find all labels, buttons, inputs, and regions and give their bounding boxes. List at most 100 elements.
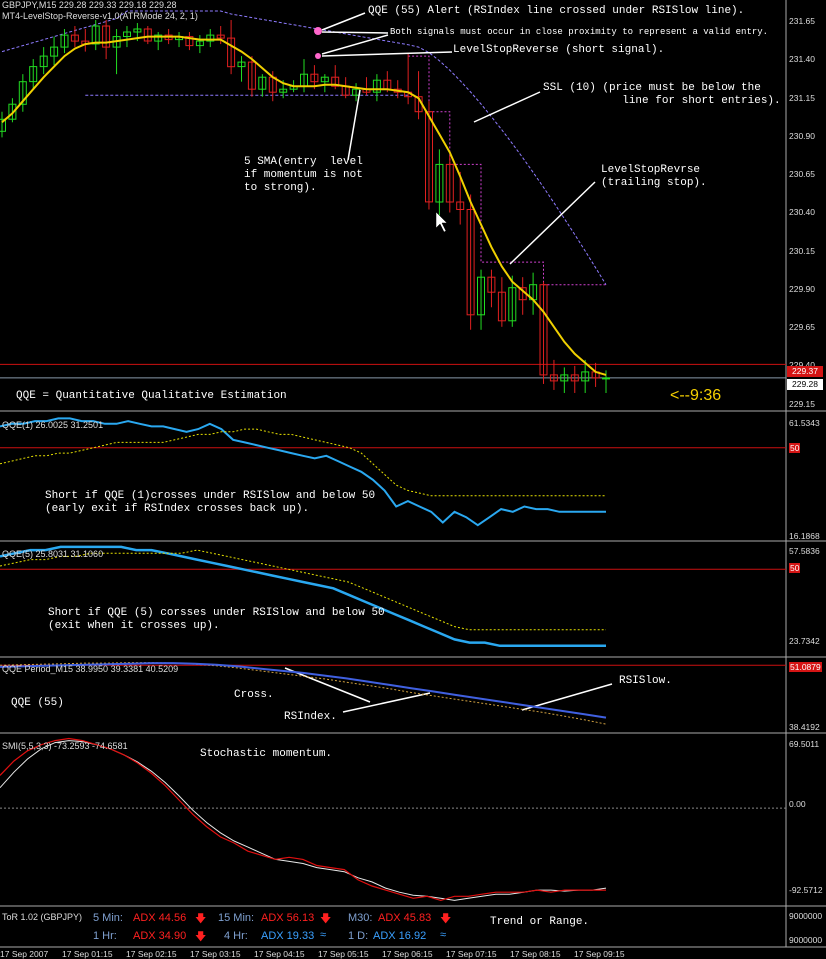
candle-body <box>216 34 225 39</box>
smi-signal-line <box>0 737 606 902</box>
ssl-line <box>1 10 607 285</box>
rsindex-note: RSIndex. <box>284 711 337 723</box>
trend-note: Trend or Range. <box>490 916 590 928</box>
qqe1-rsindex-line <box>0 417 606 527</box>
candle-body <box>425 111 433 203</box>
candle-body <box>29 66 38 83</box>
adx-1hr-tf: 1 Hr: <box>93 930 117 942</box>
qqe5-axis-mid: 50 <box>789 563 801 573</box>
price-tick: 229.65 <box>789 322 815 332</box>
qqe-alert-note: QQE (55) Alert (RSIndex line crossed und… <box>368 5 745 17</box>
qqe-alert-dot <box>314 27 322 35</box>
adx-4hr-value: ADX 19.33 <box>261 930 315 942</box>
annotation-pointer <box>347 89 361 161</box>
current-price-tag: 229.28 <box>787 379 823 390</box>
price-tick: 231.65 <box>789 16 815 26</box>
adx-15min-tf: 15 Min: <box>218 912 255 924</box>
qqe5-rsindex-line <box>0 545 606 648</box>
down-arrow-icon: 🡇 <box>440 913 452 925</box>
candle-body <box>8 103 17 120</box>
candle-body <box>372 79 381 93</box>
smi-title: SMI(5,5,3,3) -73.2593 -74.6581 <box>2 741 128 751</box>
candle-body <box>466 209 475 316</box>
candle-body <box>497 291 506 322</box>
levelstop-line <box>408 55 606 286</box>
smi-axis-mid: 0.00 <box>789 799 806 809</box>
candle-body <box>247 61 256 90</box>
levelstop-signal-dot <box>315 53 321 59</box>
annotation-pointer <box>321 51 453 57</box>
adx-15min-value: ADX 56.13 <box>261 912 315 924</box>
qqe1-rsislow-line <box>0 428 606 497</box>
cross-note: Cross. <box>234 689 274 701</box>
annotation-pointer <box>473 91 541 123</box>
qqe55-rsindex-line <box>0 662 607 719</box>
candle-body <box>133 28 142 33</box>
adx-1d-value: ADX 16.92 <box>373 930 427 942</box>
sma5-line <box>1 35 607 376</box>
candle-body <box>206 34 215 42</box>
candle-body <box>570 374 579 382</box>
smi-axis-bottom: -92.5712 <box>789 885 823 895</box>
qqe5-note: Short if QQE (5) corsses under RSISlow a… <box>48 607 385 632</box>
candle-body <box>91 25 100 45</box>
candle-body <box>445 163 454 203</box>
levelstop-short-note: LevelStopReverse (short signal). <box>453 44 665 56</box>
adx-1hr-value: ADX 34.90 <box>133 930 187 942</box>
qqe1-axis-bottom: 16.1868 <box>789 531 820 541</box>
candle-body <box>185 36 194 47</box>
candle-body <box>102 25 111 48</box>
price-tick: 231.40 <box>789 54 815 64</box>
qqe55-axis-top: 51.0879 <box>789 662 822 672</box>
candle-body <box>143 28 152 42</box>
tor-axis-top: 9000000 <box>789 911 823 921</box>
price-tick: 229.15 <box>789 399 815 409</box>
candle-body <box>154 34 163 42</box>
price-tick: 229.90 <box>789 284 815 294</box>
x-tick: 17 Sep 07:15 <box>446 949 497 959</box>
down-arrow-icon: 🡇 <box>195 913 207 925</box>
x-tick: 17 Sep 09:15 <box>574 949 625 959</box>
price-tick: 229.40 <box>789 360 815 370</box>
candle-body <box>237 61 246 68</box>
annotation-pointer <box>321 12 366 31</box>
symbol-header: GBPJPY,M15 229.28 229.33 229.18 229.28 <box>2 0 177 10</box>
red-price-tag: 229.37 <box>787 366 823 377</box>
down-arrow-icon: 🡇 <box>320 913 332 925</box>
qqe55-title: QQE Period_M15 38.9950 39.3381 40.5209 <box>2 664 179 674</box>
candle-body <box>0 118 6 132</box>
candle-body <box>195 40 204 47</box>
bar-clock: <--9:36 <box>670 387 722 404</box>
down-arrow-icon: 🡇 <box>195 931 207 943</box>
price-tick: 230.40 <box>789 207 815 217</box>
adx-5min-value: ADX 44.56 <box>133 912 187 924</box>
candle-body <box>456 201 465 210</box>
cursor-arrow-icon <box>435 211 448 233</box>
candle-body <box>487 276 496 293</box>
candle-body <box>560 374 569 382</box>
price-tick: 230.15 <box>789 246 815 256</box>
rsislow-note: RSISlow. <box>619 675 672 687</box>
both-signals-note: Both signals must occur in close proximi… <box>390 27 769 37</box>
x-tick: 17 Sep 08:15 <box>510 949 561 959</box>
smi-axis-top: 69.5011 <box>789 739 820 749</box>
candle-body <box>320 76 329 83</box>
candle-body <box>50 46 59 57</box>
qqe1-title: QQE(1) 26.0025 31.2501 <box>2 420 104 430</box>
adx-5min-tf: 5 Min: <box>93 912 123 924</box>
candle-body <box>39 55 48 68</box>
candle-body <box>60 34 69 48</box>
adx-m30-tf: M30: <box>348 912 373 924</box>
annotation-pointer <box>321 31 389 34</box>
smi-line <box>0 740 607 901</box>
candle-body <box>435 163 444 203</box>
candle-body <box>477 276 485 316</box>
range-icon: ≈ <box>440 929 447 941</box>
candle-body <box>123 31 131 37</box>
qqe5-axis-top: 57.5836 <box>789 546 820 556</box>
x-tick: 17 Sep 03:15 <box>190 949 241 959</box>
x-tick: 17 Sep 06:15 <box>382 949 433 959</box>
x-tick: 17 Sep 02:15 <box>126 949 177 959</box>
annotation-pointer <box>521 683 613 711</box>
qqe55-label: QQE (55) <box>11 697 64 709</box>
